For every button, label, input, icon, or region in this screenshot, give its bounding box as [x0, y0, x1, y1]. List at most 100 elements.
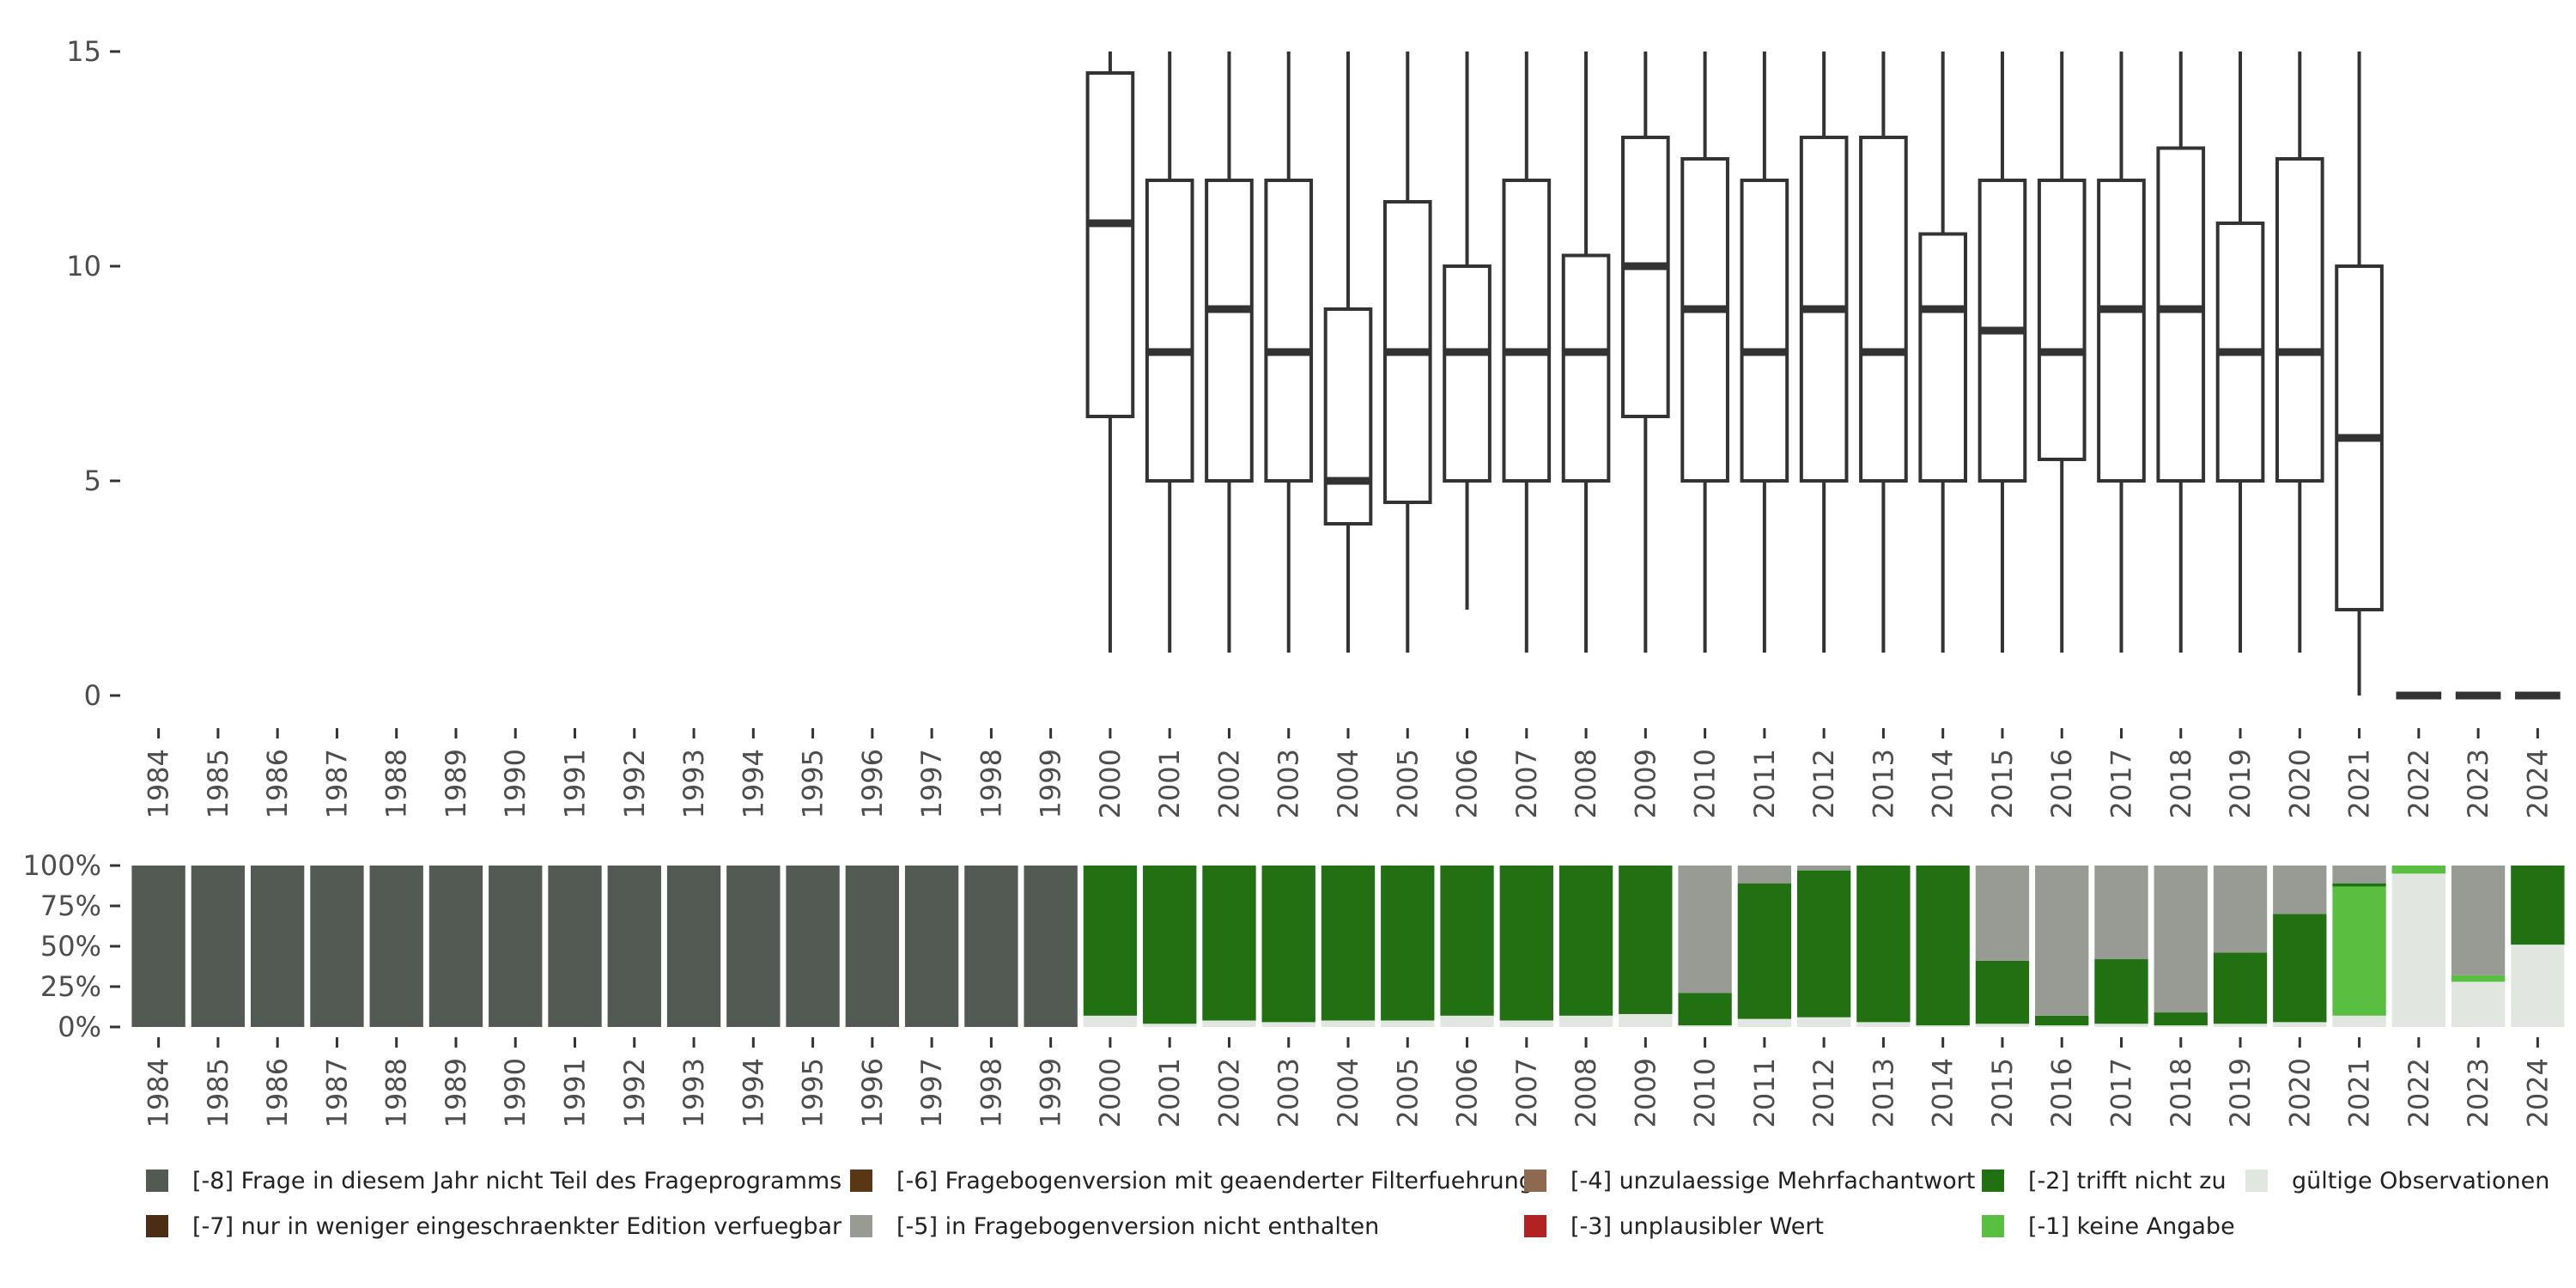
bar-segment-2001-m2 — [1143, 866, 1197, 1024]
box-2013 — [1859, 52, 1908, 653]
bar-segment-2009-valid — [1619, 1013, 1673, 1027]
box-iqr-2007 — [1502, 179, 1552, 483]
bar-xtick-label-2009: 2009 — [1629, 1058, 1662, 1127]
legend-label-m7: [-7] nur in weniger eingeschraenkter Edi… — [192, 1212, 842, 1240]
bar-segment-2005-valid — [1381, 1020, 1435, 1027]
bar-segment-2022-valid — [2391, 873, 2445, 1027]
bar-segment-2018-valid — [2154, 1025, 2208, 1027]
box-xtick-label-1998: 1998 — [975, 749, 1007, 818]
bar-segment-2004-m2 — [1321, 866, 1376, 1021]
legend-swatch-m6 — [850, 1170, 872, 1192]
bar-segment-2003-m2 — [1261, 866, 1315, 1023]
bar-segment-2015-m2 — [1975, 960, 2030, 1024]
box-iqr-2000 — [1085, 71, 1135, 418]
bar-2010 — [1678, 866, 1732, 1027]
bar-xtick-label-2020: 2020 — [2283, 1058, 2316, 1127]
box-xtick-label-1997: 1997 — [915, 749, 948, 818]
bar-segment-2003-valid — [1261, 1022, 1315, 1027]
bar-segment-1985-m8 — [191, 866, 246, 1027]
bar-segment-2001-valid — [1143, 1024, 1197, 1027]
bar-xtick-label-1998: 1998 — [975, 1058, 1007, 1127]
box-2005 — [1382, 52, 1432, 653]
bar-1992 — [607, 866, 661, 1027]
box-ytick-label-0: 0 — [84, 679, 101, 712]
bar-segment-2011-m5 — [1737, 866, 1792, 884]
legend-item-m6: [-6] Fragebogenversion mit geaenderter F… — [850, 1168, 1534, 1194]
box-xtick-label-1991: 1991 — [559, 749, 592, 818]
bar-xtick-label-2017: 2017 — [2105, 1058, 2137, 1127]
bar-segment-2019-valid — [2213, 1024, 2268, 1027]
bar-2007 — [1499, 866, 1553, 1027]
bar-xtick-label-2000: 2000 — [1094, 1058, 1127, 1127]
bar-segment-2019-m5 — [2213, 866, 2268, 953]
box-2016 — [2037, 52, 2087, 653]
box-2017 — [2097, 52, 2146, 653]
bar-segment-1998-m8 — [964, 866, 1018, 1027]
legend-item-m7: [-7] nur in weniger eingeschraenkter Edi… — [146, 1212, 842, 1240]
bar-segment-2007-m2 — [1499, 866, 1553, 1021]
bar-segment-2011-m2 — [1737, 883, 1792, 1019]
bar-2000 — [1083, 866, 1138, 1027]
legend-swatch-m4 — [1524, 1170, 1546, 1192]
legend-label-m3: [-3] unplausibler Wert — [1571, 1212, 1825, 1240]
bar-segment-2012-valid — [1796, 1017, 1851, 1027]
bar-xtick-label-2013: 2013 — [1867, 1058, 1899, 1127]
bar-xtick-label-2015: 2015 — [1986, 1058, 2019, 1127]
bar-2014 — [1916, 866, 1970, 1027]
bar-segment-2010-m2 — [1678, 993, 1732, 1026]
bar-xtick-label-2006: 2006 — [1451, 1058, 1484, 1127]
box-iqr-2014 — [1918, 232, 1968, 483]
bar-segment-2023-m5 — [2451, 866, 2506, 975]
box-2003 — [1264, 52, 1314, 653]
box-iqr-2003 — [1264, 179, 1314, 483]
bar-xtick-label-1990: 1990 — [499, 1058, 532, 1127]
bar-2015 — [1975, 866, 2030, 1027]
bar-ytick-label-0: 0% — [58, 1011, 101, 1043]
bar-1990 — [489, 866, 543, 1027]
box-2014 — [1918, 52, 1968, 653]
bar-segment-2020-m5 — [2273, 866, 2327, 914]
bar-1988 — [369, 866, 423, 1027]
bar-segment-2016-m2 — [2035, 1015, 2089, 1026]
legend: [-8] Frage in diesem Jahr nicht Teil des… — [146, 1168, 2567, 1271]
box-iqr-2013 — [1859, 136, 1908, 483]
bar-segment-2016-valid — [2035, 1025, 2089, 1027]
bar-segment-2020-valid — [2273, 1022, 2327, 1027]
box-xtick-label-1988: 1988 — [380, 749, 413, 818]
box-2004 — [1323, 52, 1373, 653]
bar-2021 — [2332, 866, 2386, 1027]
bar-segment-2018-m2 — [2154, 1012, 2208, 1026]
bar-xtick-label-2022: 2022 — [2403, 1058, 2435, 1127]
legend-swatch-m3 — [1524, 1215, 1546, 1237]
legend-swatch-valid — [2245, 1170, 2268, 1192]
bar-xtick-label-1992: 1992 — [618, 1058, 651, 1127]
bar-segment-2002-valid — [1202, 1020, 1256, 1027]
bar-xtick-label-1993: 1993 — [677, 1058, 710, 1127]
bar-1993 — [666, 866, 721, 1027]
bar-xtick-label-2003: 2003 — [1273, 1058, 1305, 1127]
bar-2024 — [2511, 866, 2565, 1027]
box-xtick-label-1993: 1993 — [677, 749, 710, 818]
bar-segment-2008-m2 — [1558, 866, 1613, 1016]
bar-xtick-label-1995: 1995 — [797, 1058, 829, 1127]
box-2012 — [1799, 52, 1849, 653]
legend-swatch-m2 — [1982, 1170, 2004, 1192]
bar-2023 — [2451, 866, 2506, 1027]
box-iqr-2018 — [2156, 146, 2206, 483]
bar-1984 — [131, 866, 185, 1027]
bar-segment-2024-valid — [2511, 945, 2565, 1027]
box-2001 — [1145, 52, 1194, 653]
bar-segment-2021-m1 — [2332, 886, 2386, 1016]
bar-2003 — [1261, 866, 1315, 1027]
bar-2006 — [1440, 866, 1494, 1027]
legend-label-valid: gültige Observationen — [2292, 1167, 2550, 1194]
box-xtick-label-2013: 2013 — [1867, 749, 1899, 818]
legend-item-m5: [-5] in Fragebogenversion nicht enthalte… — [850, 1213, 1379, 1240]
bar-segment-2012-m2 — [1796, 870, 1851, 1018]
box-iqr-2011 — [1740, 179, 1789, 483]
bar-2009 — [1619, 866, 1673, 1027]
box-xtick-label-1989: 1989 — [440, 749, 472, 818]
bar-segment-2013-m2 — [1856, 866, 1911, 1023]
box-xtick-label-2002: 2002 — [1212, 749, 1245, 818]
bar-segment-2005-m2 — [1381, 866, 1435, 1021]
